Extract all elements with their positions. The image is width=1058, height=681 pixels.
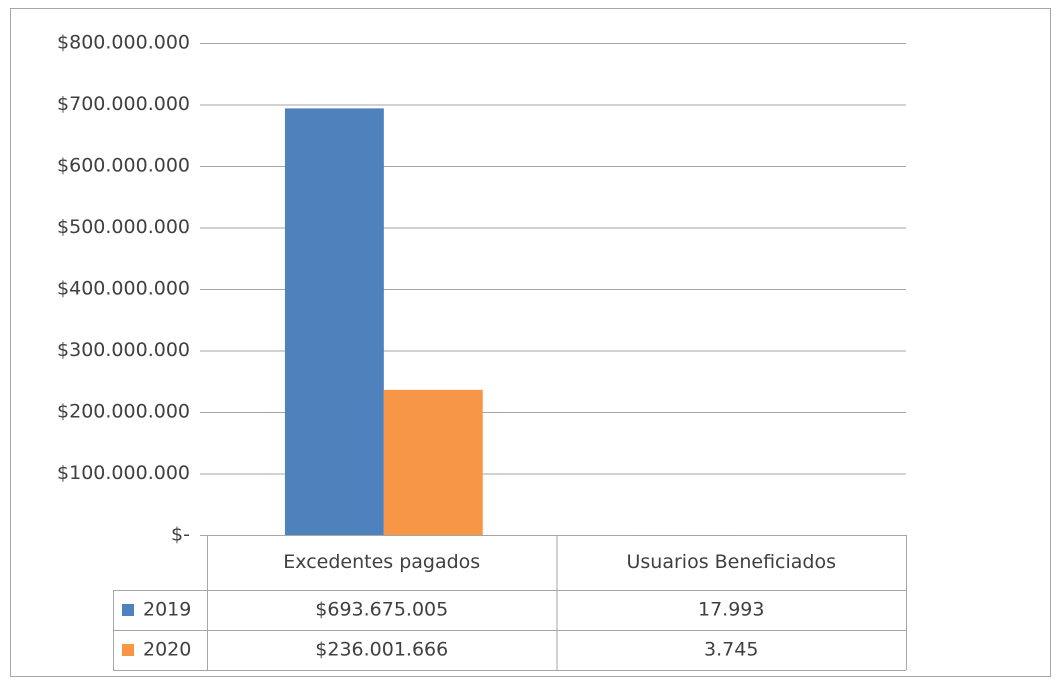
- x-tick-label: Excedentes pagados: [283, 551, 480, 573]
- y-tick-label: $-: [171, 524, 190, 546]
- legend-label: 2020: [143, 639, 191, 661]
- y-tick-label: $100.000.000: [57, 462, 190, 484]
- chart-area: [10, 8, 1051, 677]
- y-tick-label: $400.000.000: [57, 278, 190, 300]
- legend-key: [122, 604, 134, 616]
- y-tick-label: $200.000.000: [57, 401, 190, 423]
- bar: [284, 108, 384, 536]
- legend-key: [122, 644, 134, 656]
- y-tick-label: $700.000.000: [57, 93, 190, 115]
- table-value: $693.675.005: [315, 599, 448, 621]
- table-value: 17.993: [698, 599, 764, 621]
- y-tick-label: $600.000.000: [57, 155, 190, 177]
- y-tick-label: $500.000.000: [57, 216, 190, 238]
- table-value: $236.001.666: [315, 639, 448, 661]
- x-tick-label: Usuarios Beneficiados: [626, 551, 836, 573]
- y-tick-label: $300.000.000: [57, 339, 190, 361]
- table-value: 3.745: [704, 639, 758, 661]
- legend-label: 2019: [143, 599, 191, 621]
- y-tick-label: $800.000.000: [57, 32, 190, 54]
- bar: [383, 389, 483, 535]
